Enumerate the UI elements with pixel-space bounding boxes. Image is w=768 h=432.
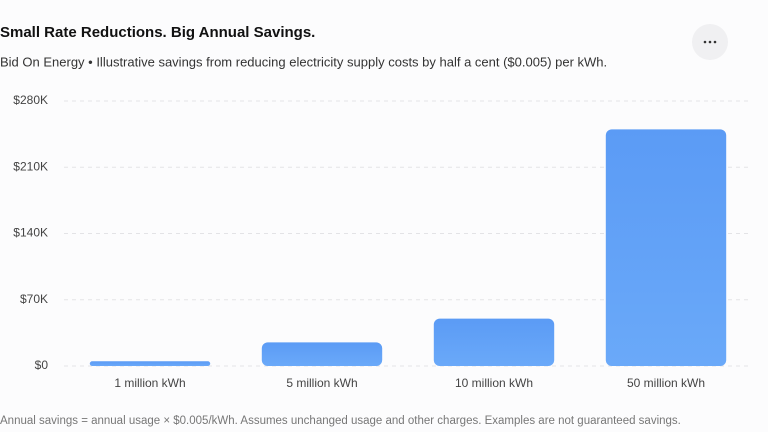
bar — [605, 129, 727, 366]
x-tick-label: 50 million kWh — [627, 376, 705, 390]
footnote: Annual savings = annual usage × $0.005/k… — [0, 415, 681, 427]
x-tick-label: 5 million kWh — [286, 376, 357, 390]
menu-button[interactable] — [692, 24, 728, 60]
y-tick-label: $70K — [20, 292, 48, 306]
y-tick-label: $210K — [13, 159, 48, 173]
bar — [433, 318, 555, 366]
bar — [89, 361, 211, 366]
y-tick-label: $140K — [13, 226, 48, 240]
chart-title: Small Rate Reductions. Big Annual Saving… — [0, 24, 315, 41]
x-tick-label: 10 million kWh — [455, 376, 533, 390]
bar — [261, 342, 383, 366]
x-tick-label: 1 million kWh — [114, 376, 185, 390]
chart-subtitle: Bid On Energy • Illustrative savings fro… — [0, 54, 607, 69]
y-tick-label: $280K — [13, 93, 48, 107]
y-tick-label: $0 — [35, 358, 49, 372]
